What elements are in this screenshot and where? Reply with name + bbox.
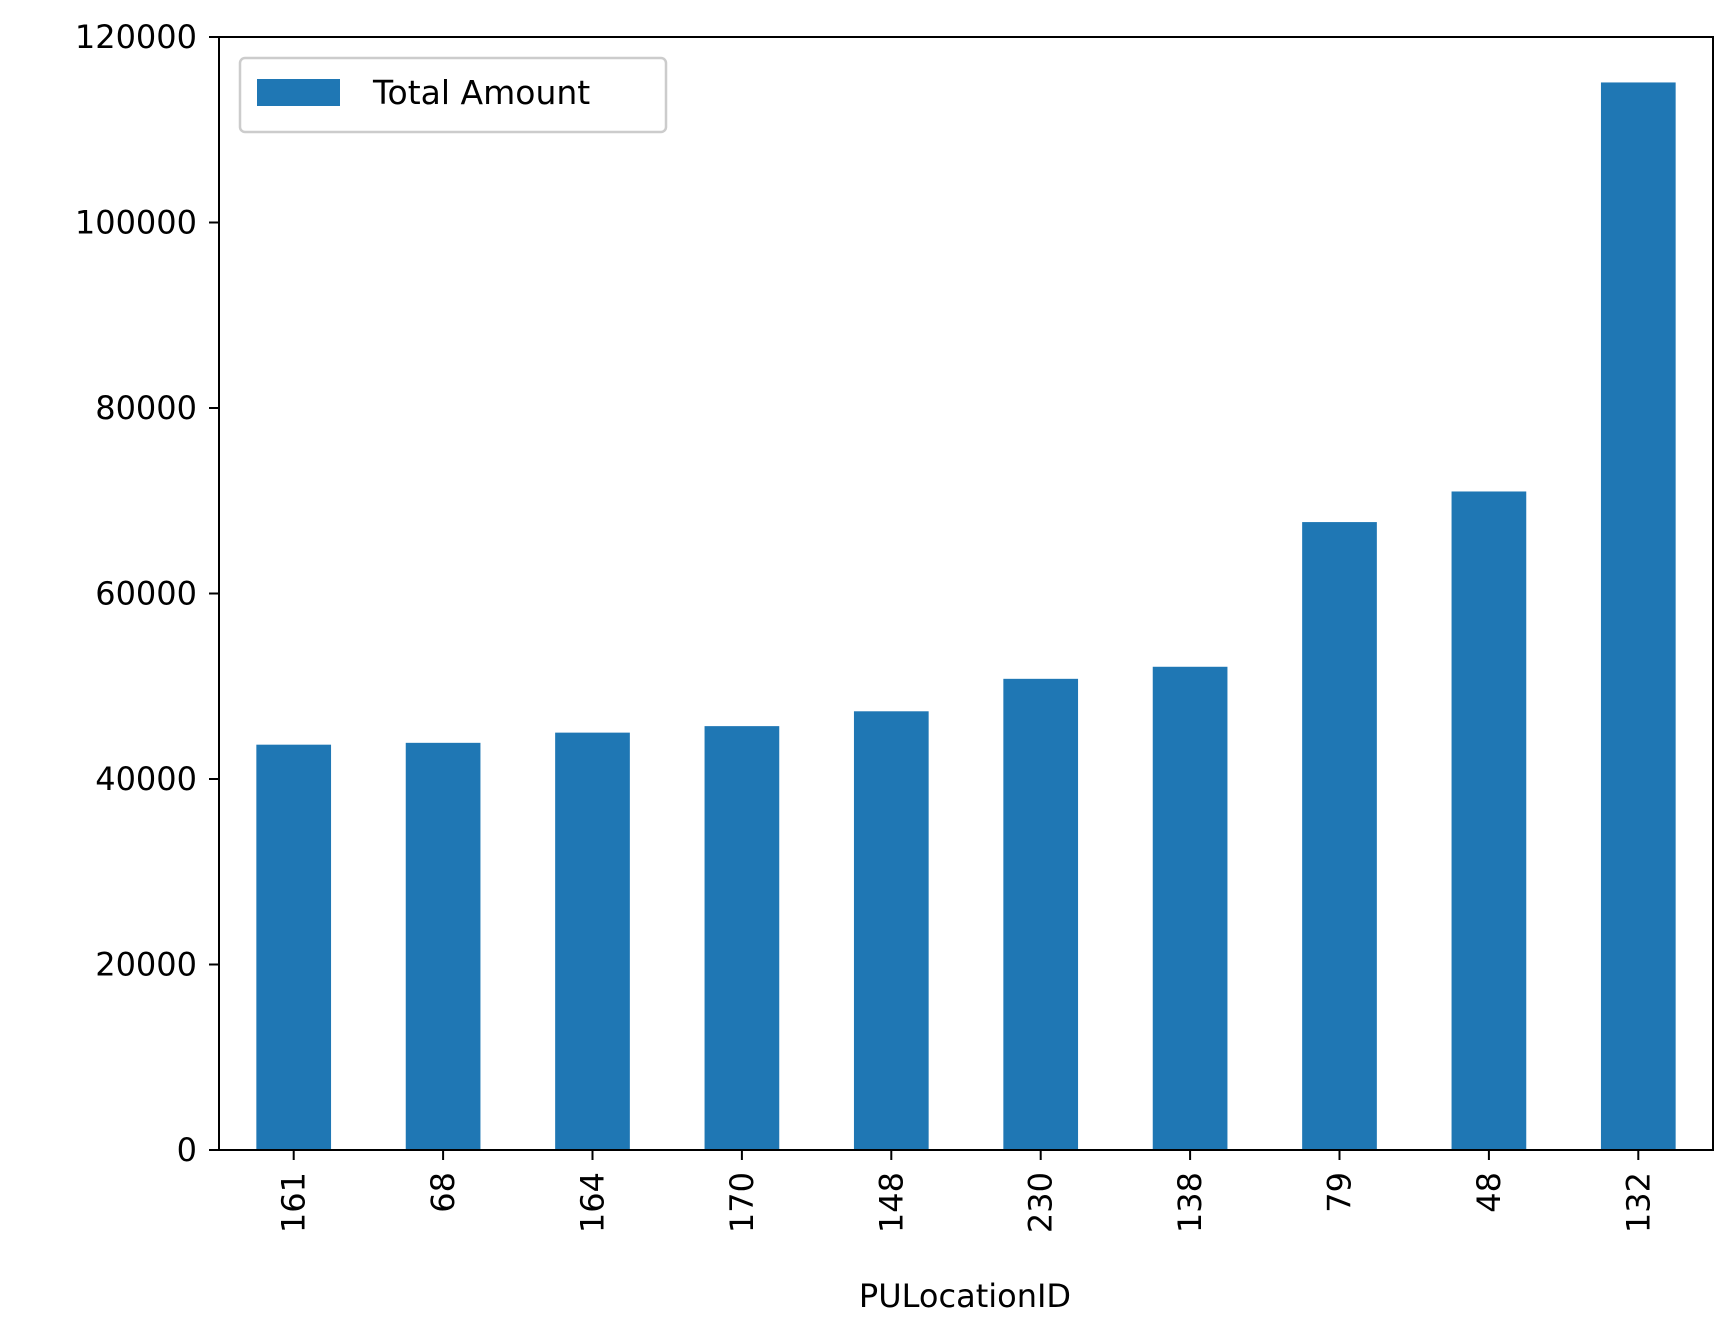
x-tick-label: 48 <box>1470 1172 1508 1213</box>
x-axis-label: PULocationID <box>859 1277 1071 1315</box>
y-tick-label: 80000 <box>95 389 197 427</box>
y-tick-label: 100000 <box>75 204 197 242</box>
y-axis-ticks: 0 20000 40000 60000 80000 100000 120000 <box>75 18 219 1169</box>
y-tick-label: 40000 <box>95 760 197 798</box>
x-axis-ticks: 161 68 164 170 148 230 138 79 48 132 <box>275 1150 1657 1233</box>
bar-148 <box>853 711 929 1150</box>
bar-164 <box>555 732 630 1151</box>
x-tick-label: 170 <box>723 1172 761 1233</box>
bar-79 <box>1302 522 1377 1150</box>
y-tick-label: 0 <box>177 1131 197 1169</box>
x-tick-label: 164 <box>574 1172 612 1233</box>
bar-161 <box>256 744 332 1150</box>
bar-170 <box>704 726 780 1150</box>
bar-48 <box>1451 491 1527 1151</box>
legend: Total Amount <box>238 56 668 134</box>
bar-230 <box>1003 678 1079 1150</box>
x-tick-label: 148 <box>872 1172 910 1233</box>
y-tick-label: 60000 <box>95 575 197 613</box>
legend-frame <box>238 56 668 134</box>
x-tick-label: 79 <box>1321 1172 1359 1213</box>
bar-132 <box>1600 82 1676 1151</box>
y-tick-label: 20000 <box>95 946 197 984</box>
x-tick-label: 230 <box>1022 1172 1060 1233</box>
bars-layer <box>256 82 1676 1151</box>
x-tick-label: 68 <box>424 1172 462 1213</box>
y-tick-label: 120000 <box>75 18 197 56</box>
bar-68 <box>405 742 481 1150</box>
x-tick-label: 132 <box>1619 1172 1657 1233</box>
x-tick-label: 161 <box>275 1172 313 1233</box>
bar-138 <box>1152 666 1228 1150</box>
legend-label: Total Amount <box>372 73 590 112</box>
x-tick-label: 138 <box>1171 1172 1209 1233</box>
legend-swatch <box>257 79 340 106</box>
